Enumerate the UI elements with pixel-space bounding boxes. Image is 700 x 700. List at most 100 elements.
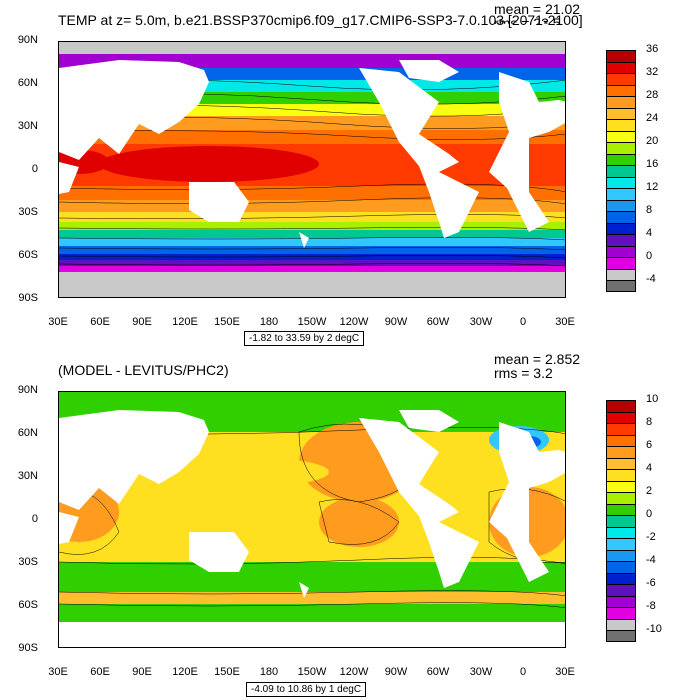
panel-title: TEMP at z= 5.0m, b.e21.BSSP370cmip6.f09_… <box>58 12 583 28</box>
colorbar-swatch <box>606 618 636 630</box>
colorbar-tick-label: 6 <box>646 439 653 451</box>
lon-label: 30W <box>469 316 493 328</box>
colorbar-tick-label: 0 <box>646 508 653 520</box>
colorbar-tick-label: -10 <box>646 623 662 635</box>
lon-label: 90W <box>384 666 408 678</box>
colorbar-swatch <box>606 280 636 292</box>
colorbar-swatch <box>606 199 636 211</box>
colorbar-swatch <box>606 130 636 142</box>
lat-label: 30N <box>17 470 38 482</box>
lon-label: 60E <box>90 316 110 328</box>
temperature-panel: TEMP at z= 5.0m, b.e21.BSSP370cmip6.f09_… <box>17 1 659 346</box>
colorbar-tick-label: -2 <box>646 531 656 543</box>
lat-label: 90S <box>18 642 38 654</box>
lon-label: 90E <box>132 316 152 328</box>
colorbar-tick-label: 28 <box>646 89 659 101</box>
land-mask <box>59 60 565 248</box>
colorbar <box>606 50 636 292</box>
lon-label: 180 <box>259 316 279 328</box>
lon-label: 120E <box>172 666 198 678</box>
lat-label: 60N <box>17 427 38 439</box>
lon-label: 0 <box>519 316 527 328</box>
difference-map <box>58 391 566 648</box>
colorbar-tick-label: -8 <box>646 600 656 612</box>
colorbar-swatch <box>606 84 636 96</box>
lat-label: 30S <box>18 556 38 568</box>
lon-label: 150W <box>297 316 327 328</box>
lon-label: 120W <box>339 316 369 328</box>
mean-value: mean = 21.02 <box>494 1 581 17</box>
colorbar-tick-label: -6 <box>646 577 656 589</box>
colorbar-tick-label: 4 <box>646 227 653 239</box>
colorbar-swatch <box>606 165 636 177</box>
lon-label: 30E <box>48 666 68 678</box>
colorbar-swatch <box>606 503 636 515</box>
colorbar-swatch <box>606 469 636 481</box>
difference-panel: (MODEL - LEVITUS/PHC2) mean = 2.852 rms … <box>0 350 700 700</box>
colorbar-swatch <box>606 234 636 246</box>
colorbar-swatch <box>606 257 636 269</box>
colorbar <box>606 400 636 642</box>
colorbar-swatch <box>606 630 636 642</box>
colorbar-swatch <box>606 480 636 492</box>
colorbar-swatch <box>606 607 636 619</box>
colorbar-tick-label: -4 <box>646 554 656 566</box>
lat-label: 30N <box>17 120 38 132</box>
difference-field <box>59 392 565 647</box>
lon-label: 150W <box>297 666 327 678</box>
colorbar-swatch <box>606 142 636 154</box>
lat-label: 90S <box>18 292 38 304</box>
colorbar-swatch <box>606 245 636 257</box>
lat-label: 90N <box>17 384 38 396</box>
lat-label: 0 <box>31 513 38 525</box>
colorbar-tick-label: 0 <box>646 250 653 262</box>
colorbar-swatch <box>606 423 636 435</box>
lon-label: 60W <box>426 316 450 328</box>
lat-label: 90N <box>17 34 38 46</box>
colorbar-swatch <box>606 107 636 119</box>
colorbar-swatch <box>606 549 636 561</box>
colorbar-tick-label: 2 <box>646 485 653 497</box>
lon-label: 120W <box>339 666 369 678</box>
lon-label: 180 <box>259 666 279 678</box>
lat-label: 0 <box>31 163 38 175</box>
colorbar-tick-label: 32 <box>646 66 659 78</box>
colorbar-swatch <box>606 572 636 584</box>
colorbar-tick-label: 8 <box>646 204 653 216</box>
contour-range: -1.82 to 33.59 by 2 degC <box>244 331 365 346</box>
colorbar-swatch <box>606 434 636 446</box>
temperature-map <box>58 41 566 298</box>
temperature-field <box>59 42 565 297</box>
lon-label: 30E <box>555 666 575 678</box>
lat-label: 60S <box>18 249 38 261</box>
rms-value: rms = 3.2 <box>494 365 553 381</box>
lon-label: 120E <box>172 316 198 328</box>
colorbar-swatch <box>606 561 636 573</box>
colorbar-tick-label: 4 <box>646 462 653 474</box>
lon-label: 90E <box>132 666 152 678</box>
lon-label: 30W <box>469 666 493 678</box>
colorbar-swatch <box>606 61 636 73</box>
lon-label: 30E <box>48 316 68 328</box>
lat-label: 60N <box>17 77 38 89</box>
colorbar-swatch <box>606 176 636 188</box>
colorbar-swatch <box>606 211 636 223</box>
colorbar-swatch <box>606 222 636 234</box>
lat-label: 30S <box>18 206 38 218</box>
colorbar-swatch <box>606 492 636 504</box>
lon-label: 90W <box>384 316 408 328</box>
colorbar-tick-label: 24 <box>646 112 659 124</box>
lon-label: 150E <box>214 316 240 328</box>
lon-label: 150E <box>214 666 240 678</box>
lon-label: 30E <box>555 316 575 328</box>
mean-value: mean = 2.852 <box>494 351 581 367</box>
colorbar-swatch <box>606 188 636 200</box>
colorbar-swatch <box>606 595 636 607</box>
lon-label: 60W <box>426 666 450 678</box>
colorbar-swatch <box>606 515 636 527</box>
colorbar-swatch <box>606 400 636 412</box>
colorbar-tick-label: 10 <box>646 393 659 405</box>
colorbar-swatch <box>606 538 636 550</box>
colorbar-swatch <box>606 73 636 85</box>
panel-title: (MODEL - LEVITUS/PHC2) <box>58 362 229 378</box>
